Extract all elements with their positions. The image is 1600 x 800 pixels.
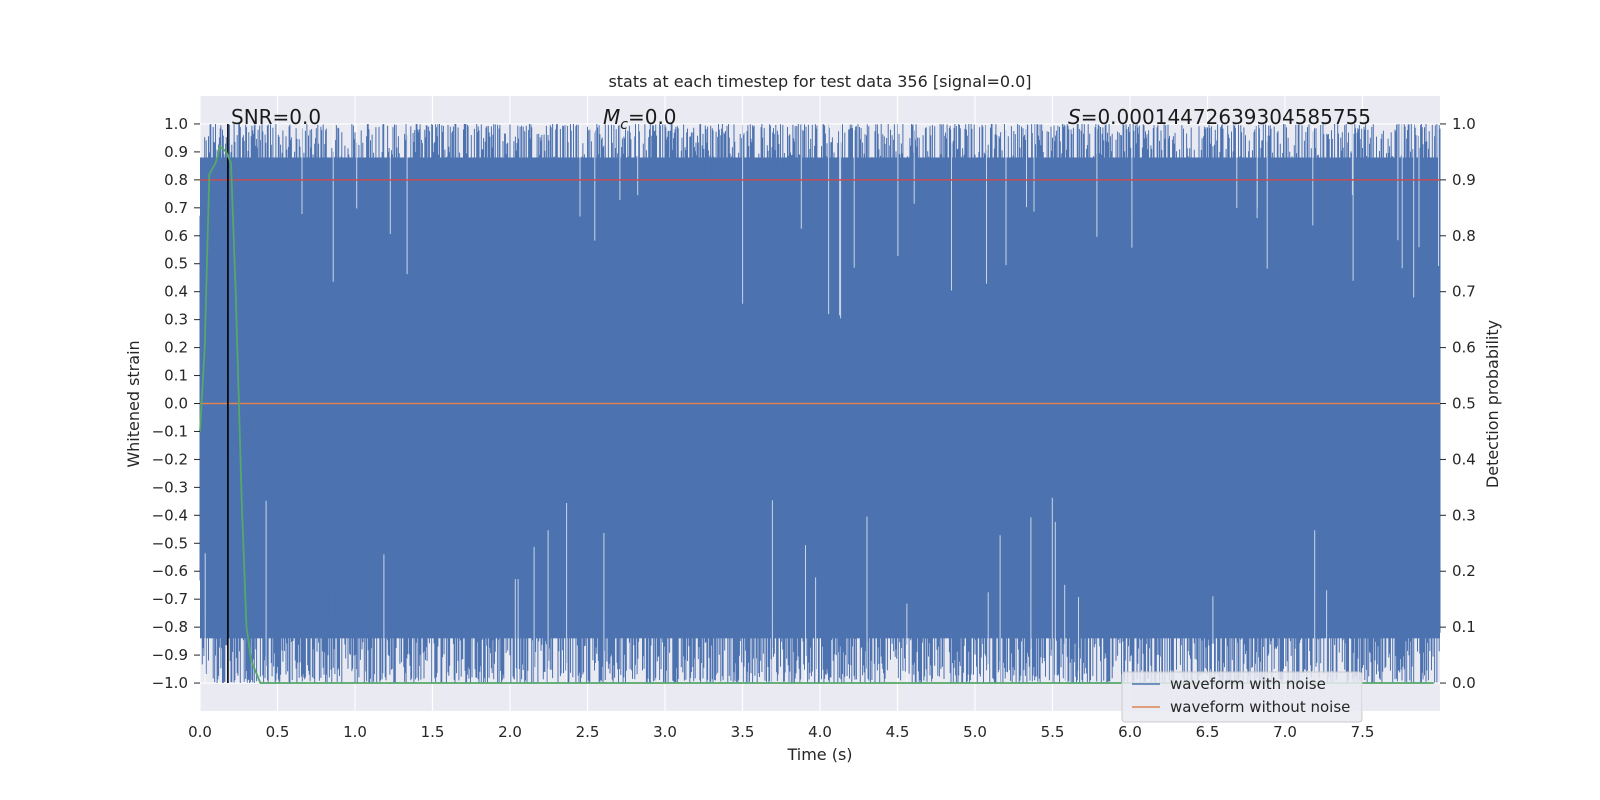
x-tick-label: 3.0 — [653, 723, 677, 741]
y-tick-label: 1.0 — [164, 115, 188, 133]
y-tick-label: −0.9 — [152, 646, 188, 664]
y-tick-label: 0.7 — [164, 199, 188, 217]
y-axis-right-ticks: 1.0 0.9 0.8 0.7 0.6 0.5 0.4 0.3 0.2 0.1 0.0 — [1440, 115, 1476, 692]
y-right-tick-label: 0.0 — [1452, 674, 1476, 692]
y-tick-label: 0.9 — [164, 143, 188, 161]
x-tick-label: 5.0 — [963, 723, 987, 741]
x-tick-label: 5.5 — [1041, 723, 1065, 741]
y-right-tick-label: 0.6 — [1452, 339, 1476, 357]
y-tick-label: 0.5 — [164, 255, 188, 273]
statistic-annotation: S=0.00014472639304585755 — [1068, 105, 1371, 129]
detection-probability-series — [199, 144, 1434, 684]
legend: waveform with noise waveform without noi… — [1121, 671, 1363, 723]
legend-label-clean: waveform without noise — [1170, 698, 1350, 716]
x-tick-label: 0.0 — [188, 723, 212, 741]
reference-lines — [200, 123, 1440, 684]
y-tick-label: −0.1 — [152, 422, 188, 440]
y-tick-label: 0.4 — [164, 283, 188, 301]
y-tick-label: −0.3 — [152, 478, 188, 496]
x-tick-label: 2.5 — [576, 723, 600, 741]
y-right-tick-label: 0.1 — [1452, 618, 1476, 636]
detection-probability-line — [199, 144, 1434, 684]
x-tick-label: 4.0 — [808, 723, 832, 741]
chart-title: stats at each timestep for test data 356… — [608, 72, 1031, 91]
x-tick-label: 4.5 — [886, 723, 910, 741]
y-tick-label: −0.2 — [152, 450, 188, 468]
y-tick-label: −0.4 — [152, 506, 188, 524]
y-tick-label: −1.0 — [152, 674, 188, 692]
y-tick-label: 0.6 — [164, 227, 188, 245]
chirp-mass-annotation: Mc=0.0 — [603, 105, 677, 133]
y-tick-label: 0.2 — [164, 339, 188, 357]
x-tick-label: 6.0 — [1118, 723, 1142, 741]
y-axis-ticks: 1.0 0.9 0.8 0.7 0.6 0.5 0.4 0.3 0.2 0.1 0.0 −0.1 −0.… — [152, 115, 200, 692]
waveform-with-noise-series — [199, 124, 1441, 683]
x-tick-label: 3.5 — [731, 723, 755, 741]
x-axis-label: Time (s) — [786, 745, 852, 764]
y-right-tick-label: 0.4 — [1452, 450, 1476, 468]
y-tick-label: 0.1 — [164, 367, 188, 385]
x-tick-label: 7.0 — [1273, 723, 1297, 741]
y-right-tick-label: 1.0 — [1452, 115, 1476, 133]
x-tick-label: 0.5 — [266, 723, 290, 741]
y-right-tick-label: 0.7 — [1452, 283, 1476, 301]
y-axis-label: Whitened strain — [124, 340, 143, 467]
y-right-tick-label: 0.2 — [1452, 562, 1476, 580]
x-tick-label: 7.5 — [1351, 723, 1375, 741]
statistic-symbol: S — [1068, 105, 1081, 129]
y-right-tick-label: 0.9 — [1452, 171, 1476, 189]
y-right-tick-label: 0.8 — [1452, 227, 1476, 245]
x-tick-label: 2.0 — [498, 723, 522, 741]
chirp-mass-subscript: c — [620, 117, 628, 133]
y-tick-label: 0.8 — [164, 171, 188, 189]
y-tick-label: −0.8 — [152, 618, 188, 636]
y-tick-label: −0.6 — [152, 562, 188, 580]
y-tick-label: −0.7 — [152, 590, 188, 608]
x-tick-label: 1.5 — [421, 723, 445, 741]
y-tick-label: 0.3 — [164, 311, 188, 329]
snr-annotation: SNR=0.0 — [231, 105, 321, 129]
chirp-mass-symbol: M — [603, 105, 620, 129]
y-right-tick-label: 0.5 — [1452, 395, 1476, 413]
legend-box — [1121, 671, 1363, 723]
x-tick-label: 1.0 — [343, 723, 367, 741]
y-axis-right-label: Detection probability — [1483, 320, 1502, 488]
statistic-value: =0.00014472639304585755 — [1081, 105, 1371, 129]
x-tick-label: 6.5 — [1196, 723, 1220, 741]
chirp-mass-value: =0.0 — [628, 105, 677, 129]
x-axis-ticks: 0.0 0.5 1.0 1.5 2.0 2.5 3.0 3.5 4.0 4.5 5.0 5.5 6.0 6… — [188, 723, 1374, 741]
y-right-tick-label: 0.3 — [1452, 506, 1476, 524]
y-tick-label: −0.5 — [152, 534, 188, 552]
y-tick-label: 0.0 — [164, 395, 188, 413]
legend-label-noise: waveform with noise — [1170, 675, 1326, 693]
noise-gaps — [204, 124, 1439, 683]
